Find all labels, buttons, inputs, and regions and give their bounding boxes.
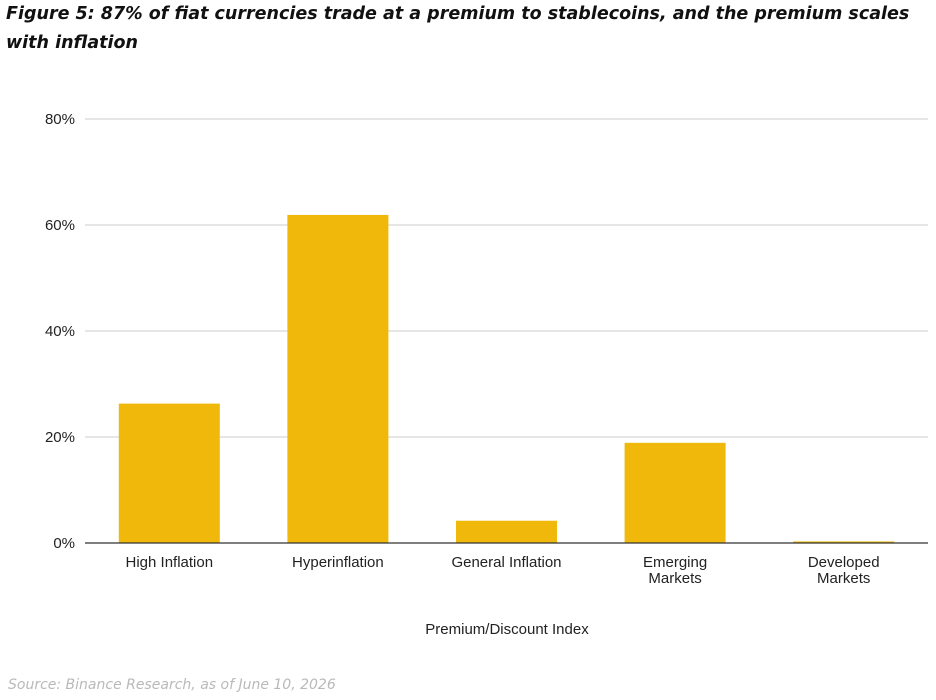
bar-chart: 0% 20% 40% 60% 80% High Inflation Hyperinflat…	[45, 111, 928, 638]
x-tick-label: Hyperinflation	[292, 554, 384, 571]
x-tick-label-line: General Inflation	[451, 554, 561, 571]
y-axis-tick-labels: 0% 20% 40% 60% 80%	[45, 111, 75, 552]
y-tick-label: 80%	[45, 111, 75, 128]
x-tick-label-line: Emerging	[643, 554, 707, 571]
x-tick-label-line: High Inflation	[126, 554, 214, 571]
bar	[456, 520, 557, 543]
source-note: Source: Binance Research, as of June 10,…	[8, 677, 336, 693]
bar	[287, 214, 389, 543]
bar	[793, 541, 895, 543]
x-tick-label-line: Hyperinflation	[292, 554, 384, 571]
bar	[624, 442, 726, 543]
x-tick-label: Developed Markets	[808, 554, 880, 587]
x-tick-label: High Inflation	[126, 554, 214, 571]
y-tick-label: 20%	[45, 429, 75, 446]
gridlines	[85, 118, 928, 438]
x-tick-label-line: Markets	[648, 570, 701, 587]
x-tick-label-line: Markets	[817, 570, 870, 587]
x-tick-label: General Inflation	[451, 554, 561, 571]
x-tick-label-line: Developed	[808, 554, 880, 571]
y-tick-label: 40%	[45, 323, 75, 340]
y-tick-label: 60%	[45, 217, 75, 234]
bars	[118, 214, 895, 543]
x-axis-title: Premium/Discount Index	[425, 621, 589, 638]
bar	[118, 403, 220, 543]
y-tick-label: 0%	[53, 535, 75, 552]
figure-title: Figure 5: 87% of fiat currencies trade a…	[6, 4, 910, 53]
x-axis-tick-labels: High Inflation Hyperinflation General Infl…	[126, 554, 880, 587]
x-tick-label: Emerging Markets	[643, 554, 707, 587]
